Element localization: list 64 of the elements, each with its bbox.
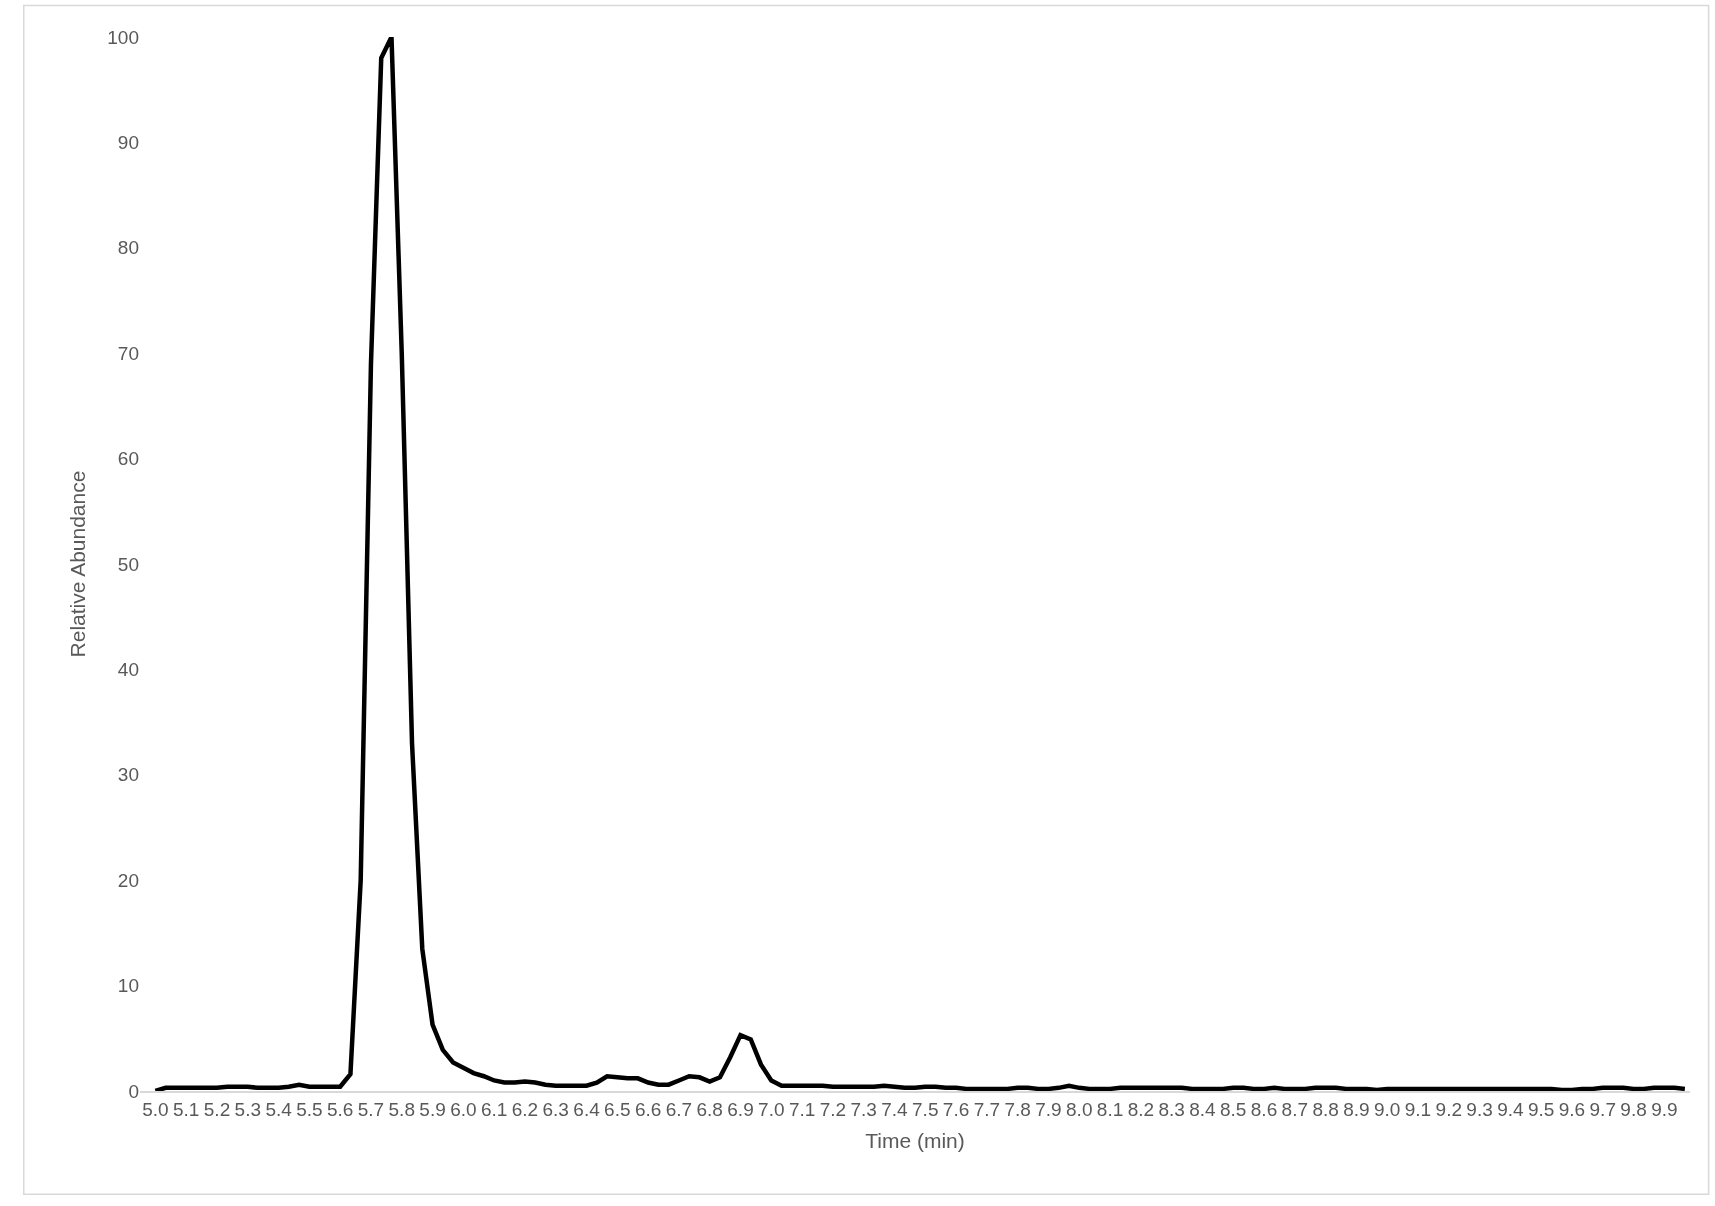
x-tick-label: 8.9	[1343, 1098, 1370, 1120]
x-tick-label: 5.6	[326, 1098, 354, 1120]
x-tick-label: 8.3	[1158, 1098, 1185, 1120]
x-tick-label: 9.5	[1527, 1098, 1555, 1120]
x-tick-label: 6.7	[665, 1098, 693, 1120]
x-tick-label: 8.6	[1250, 1098, 1278, 1120]
x-tick-label: 6.5	[604, 1098, 631, 1120]
x-tick-label: 9.3	[1466, 1098, 1493, 1120]
x-tick-label: 5.2	[203, 1098, 231, 1120]
x-tick-label: 8.2	[1127, 1098, 1155, 1120]
x-tick-label: 9.4	[1497, 1098, 1524, 1120]
y-tick-label: 100	[107, 26, 139, 48]
x-tick-label: 7.5	[912, 1098, 939, 1120]
x-tick-label: 7.9	[1035, 1098, 1062, 1120]
x-axis-title: Time (min)	[865, 1129, 965, 1153]
x-tick-label: 5.7	[357, 1098, 385, 1120]
x-tick-label: 9.9	[1651, 1098, 1678, 1120]
x-tick-label: 5.5	[296, 1098, 323, 1120]
x-tick-label: 6.0	[450, 1098, 477, 1120]
x-tick-label: 7.8	[1004, 1098, 1031, 1120]
x-tick-label: 6.6	[634, 1098, 662, 1120]
x-tick-label: 8.7	[1281, 1098, 1309, 1120]
x-tick-label: 6.3	[542, 1098, 569, 1120]
x-tick-label: 5.4	[265, 1098, 293, 1120]
y-tick-label: 50	[117, 553, 139, 575]
x-tick-label: 9.2	[1435, 1098, 1462, 1120]
x-tick-label: 8.1	[1096, 1098, 1124, 1120]
x-tick-label: 9.0	[1373, 1098, 1401, 1120]
y-axis-title: Relative Abundance	[66, 470, 90, 658]
x-tick-label: 6.9	[727, 1098, 754, 1120]
y-tick-label: 70	[117, 342, 139, 364]
x-tick-label: 5.9	[419, 1098, 446, 1120]
x-tick-label: 5.1	[172, 1098, 200, 1120]
x-tick-label: 7.6	[942, 1098, 970, 1120]
x-tick-label: 5.8	[388, 1098, 415, 1120]
x-tick-label: 8.0	[1066, 1098, 1093, 1120]
y-tick-label: 60	[117, 448, 139, 470]
y-tick-label: 40	[117, 659, 139, 681]
y-tick-label: 90	[117, 132, 139, 154]
x-tick-label: 8.5	[1220, 1098, 1247, 1120]
x-tick-label: 9.1	[1404, 1098, 1432, 1120]
y-tick-label: 0	[128, 1080, 139, 1102]
x-tick-label: 8.4	[1189, 1098, 1217, 1120]
x-tick-label: 7.2	[819, 1098, 847, 1120]
y-tick-label: 10	[117, 975, 139, 997]
x-tick-label: 7.0	[758, 1098, 785, 1120]
x-tick-label: 6.8	[696, 1098, 723, 1120]
x-tick-label: 6.2	[511, 1098, 539, 1120]
x-tick-label: 7.3	[850, 1098, 877, 1120]
y-tick-label: 30	[117, 764, 139, 786]
x-tick-label: 5.0	[142, 1098, 169, 1120]
x-tick-label: 7.1	[788, 1098, 816, 1120]
x-tick-label: 7.7	[973, 1098, 1001, 1120]
x-tick-label: 8.8	[1312, 1098, 1339, 1120]
y-tick-label: 80	[117, 237, 139, 259]
line-series	[153, 37, 1688, 1091]
x-tick-label: 9.7	[1589, 1098, 1616, 1120]
x-tick-label: 9.6	[1558, 1098, 1586, 1120]
x-tick-label: 9.8	[1620, 1098, 1647, 1120]
x-tick-label: 5.3	[234, 1098, 261, 1120]
x-tick-label: 6.1	[480, 1098, 508, 1120]
y-tick-label: 20	[117, 869, 139, 891]
x-tick-label: 7.4	[881, 1098, 909, 1120]
x-tick-label: 6.4	[573, 1098, 601, 1120]
